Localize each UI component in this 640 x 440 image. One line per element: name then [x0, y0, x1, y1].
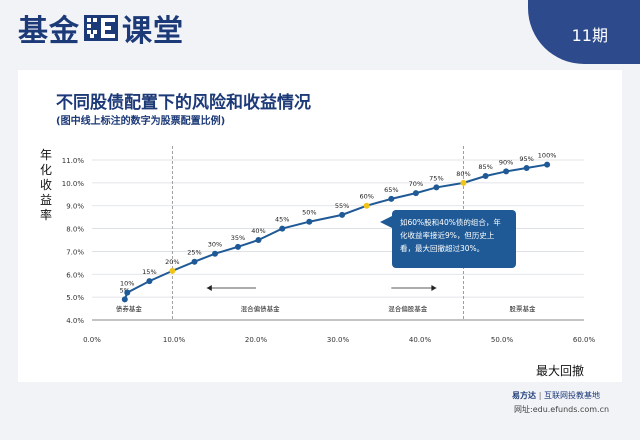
y-tick-label: 7.0%	[66, 248, 84, 256]
y-tick-label: 9.0%	[66, 203, 84, 211]
data-label: 5%	[120, 286, 130, 294]
data-point	[306, 218, 313, 225]
x-tick-label: 40.0%	[409, 336, 432, 344]
data-label: 85%	[478, 163, 492, 171]
data-point	[482, 173, 489, 179]
data-label: 55%	[335, 202, 349, 210]
data-point	[146, 278, 153, 285]
data-label: 90%	[499, 158, 513, 166]
data-point	[388, 195, 395, 202]
data-point	[523, 165, 530, 171]
x-axis-label: 最大回撤	[536, 364, 585, 378]
data-label: 25%	[187, 249, 201, 257]
data-point	[339, 211, 346, 218]
x-tick-label: 10.0%	[163, 336, 186, 344]
data-label: 80%	[456, 170, 470, 178]
data-point	[412, 190, 419, 197]
data-label: 15%	[142, 268, 156, 276]
data-point	[191, 258, 198, 265]
data-label: 75%	[429, 174, 443, 182]
footer-logo: 易方达 | 互联网投教基地	[512, 391, 601, 400]
data-point	[255, 237, 262, 243]
data-label: 40%	[251, 227, 265, 235]
x-tick-label: 0.0%	[83, 336, 101, 344]
footer-url: 网址:edu.efunds.com.cn	[514, 405, 610, 414]
footer-tagline: 互联网投教基地	[544, 391, 601, 400]
data-point	[460, 179, 467, 186]
series-line	[123, 163, 548, 300]
data-label: 30%	[208, 241, 222, 249]
chart-title: 不同股债配置下的风险和收益情况	[56, 93, 311, 113]
callout-pointer	[380, 216, 392, 228]
brand-header: 基金 课堂	[18, 8, 184, 49]
region-label: 股票基金	[510, 304, 537, 313]
x-tick-label: 50.0%	[491, 336, 514, 344]
data-label: 10%	[120, 280, 134, 288]
data-point	[433, 184, 440, 191]
x-tick-label: 60.0%	[573, 336, 596, 344]
chart-panel	[18, 70, 622, 382]
region-arrow-head	[431, 285, 437, 291]
y-tick-label: 6.0%	[66, 271, 84, 279]
data-label: 100%	[538, 152, 557, 160]
y-tick-label: 4.0%	[66, 317, 84, 325]
data-label: 20%	[165, 258, 179, 266]
region-arrow-head	[206, 285, 212, 291]
y-tick-label: 10.0%	[62, 180, 85, 188]
data-label: 60%	[359, 193, 373, 201]
data-point	[544, 161, 551, 168]
data-label: 65%	[384, 186, 398, 194]
x-tick-label: 20.0%	[245, 336, 268, 344]
y-tick-label: 5.0%	[66, 294, 84, 302]
chart-subtitle: (图中线上标注的数字为股票配置比例)	[56, 116, 226, 127]
brand-text-right: 课堂	[122, 14, 184, 49]
y-tick-label: 11.0%	[62, 157, 85, 165]
data-point	[363, 202, 370, 209]
brand-text-left: 基金	[18, 14, 80, 49]
region-label: 混合偏债基金	[241, 304, 281, 313]
region-label: 混合偏股基金	[388, 304, 428, 313]
data-label: 70%	[409, 180, 423, 188]
region-label: 债券基金	[116, 304, 143, 313]
y-tick-label: 8.0%	[66, 226, 84, 234]
data-label: 45%	[275, 216, 289, 224]
data-point	[503, 168, 510, 175]
brand-logo-icon	[84, 13, 118, 43]
data-point	[124, 289, 131, 296]
x-tick-label: 30.0%	[327, 336, 350, 344]
data-point	[169, 267, 176, 274]
y-axis-label: 年化收益率	[40, 148, 53, 222]
data-label: 50%	[302, 209, 316, 217]
data-label: 95%	[519, 155, 533, 163]
data-label: 35%	[231, 234, 245, 242]
data-point	[279, 225, 286, 232]
issue-number: 11期	[571, 26, 608, 45]
data-point	[121, 296, 128, 303]
chart-callout: 如60%股和40%债的组合，年化收益率接近9%，但历史上看，最大回撤超过30%。	[392, 210, 516, 268]
data-point	[234, 243, 241, 250]
data-point	[212, 250, 218, 257]
footer-company: 易方达	[512, 391, 536, 400]
